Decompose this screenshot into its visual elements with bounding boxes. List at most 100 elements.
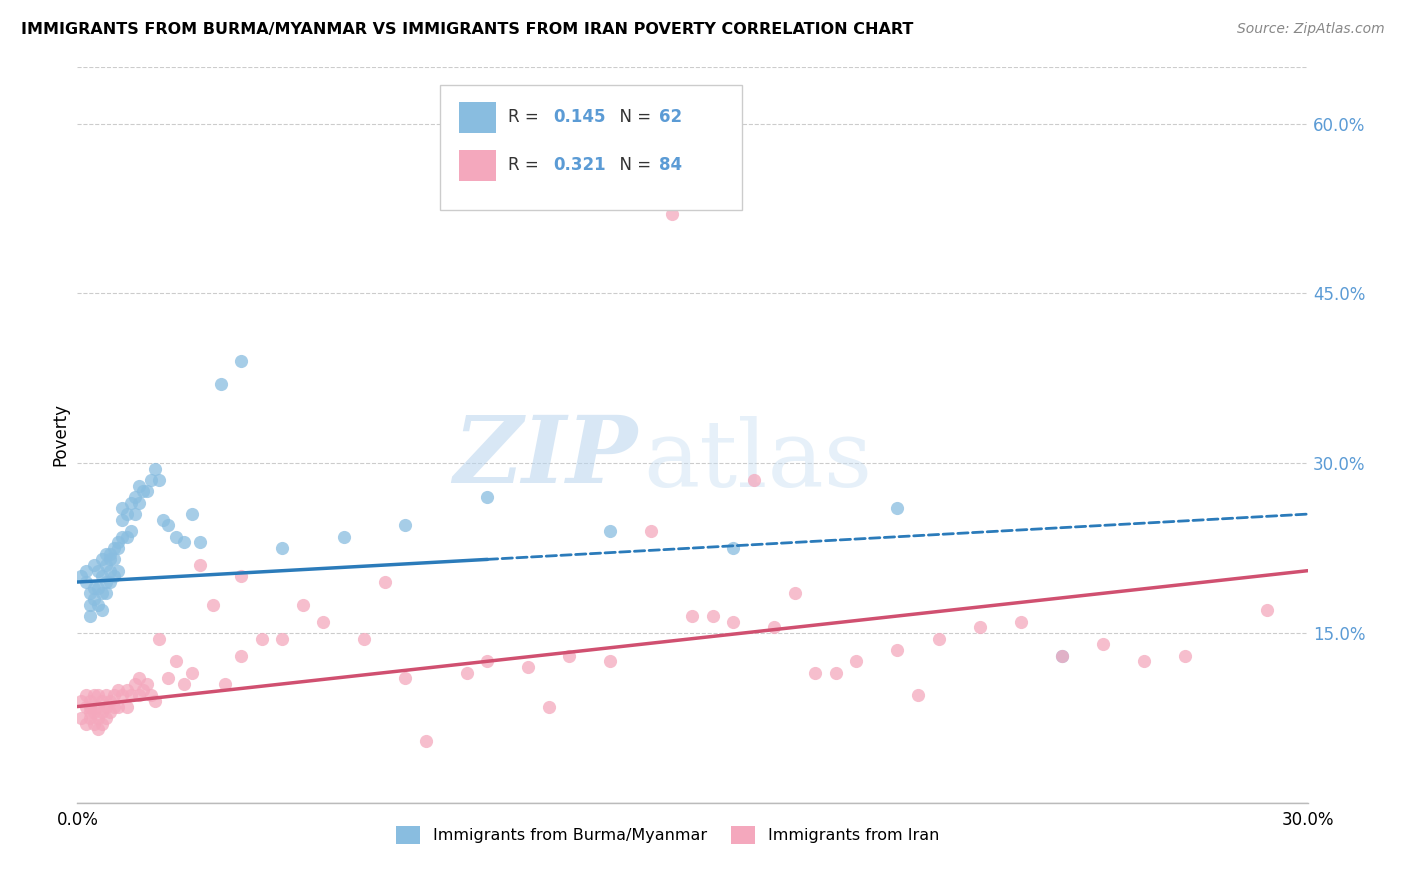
- Point: [103, 541, 125, 555]
- Point: [517, 660, 540, 674]
- Point: [374, 575, 396, 590]
- Point: [136, 484, 159, 499]
- Point: [415, 733, 437, 747]
- Point: [87, 711, 110, 725]
- Point: [83, 581, 105, 595]
- Point: [98, 694, 121, 708]
- Text: IMMIGRANTS FROM BURMA/MYANMAR VS IMMIGRANTS FROM IRAN POVERTY CORRELATION CHART: IMMIGRANTS FROM BURMA/MYANMAR VS IMMIGRA…: [21, 22, 914, 37]
- Point: [640, 524, 662, 538]
- Point: [231, 569, 253, 583]
- Point: [165, 654, 187, 668]
- Point: [537, 699, 560, 714]
- Point: [128, 479, 150, 493]
- Point: [90, 716, 114, 731]
- Point: [165, 530, 187, 544]
- Text: N =: N =: [609, 108, 657, 126]
- Point: [124, 490, 146, 504]
- Point: [886, 643, 908, 657]
- Point: [115, 682, 138, 697]
- Point: [124, 507, 146, 521]
- Point: [79, 705, 101, 719]
- Point: [103, 699, 125, 714]
- Point: [90, 705, 114, 719]
- Point: [173, 677, 195, 691]
- Text: Source: ZipAtlas.com: Source: ZipAtlas.com: [1237, 22, 1385, 37]
- Point: [723, 541, 745, 555]
- Point: [558, 648, 581, 663]
- Point: [107, 699, 129, 714]
- Point: [115, 507, 138, 521]
- Point: [79, 694, 101, 708]
- Point: [75, 688, 97, 702]
- Point: [75, 716, 97, 731]
- Point: [394, 518, 416, 533]
- Point: [128, 688, 150, 702]
- Point: [75, 564, 97, 578]
- Point: [173, 535, 195, 549]
- Point: [103, 569, 125, 583]
- Point: [90, 569, 114, 583]
- Point: [94, 711, 117, 725]
- Point: [143, 462, 166, 476]
- Text: R =: R =: [508, 156, 544, 174]
- Point: [83, 558, 105, 572]
- Point: [79, 609, 101, 624]
- Point: [83, 705, 105, 719]
- Point: [70, 569, 93, 583]
- Point: [141, 473, 163, 487]
- Point: [132, 484, 155, 499]
- Point: [188, 535, 212, 549]
- Point: [87, 564, 110, 578]
- Point: [103, 552, 125, 566]
- FancyBboxPatch shape: [440, 86, 742, 211]
- Point: [845, 654, 868, 668]
- Point: [353, 632, 375, 646]
- Point: [124, 677, 146, 691]
- Point: [107, 682, 129, 697]
- Point: [94, 575, 117, 590]
- Point: [87, 699, 110, 714]
- Point: [201, 598, 224, 612]
- Point: [111, 501, 134, 516]
- Point: [132, 682, 155, 697]
- Point: [70, 694, 93, 708]
- Point: [143, 694, 166, 708]
- Point: [1256, 603, 1278, 617]
- Point: [763, 620, 786, 634]
- Point: [94, 558, 117, 572]
- Point: [103, 688, 125, 702]
- Point: [115, 530, 138, 544]
- Point: [188, 558, 212, 572]
- Point: [87, 723, 110, 737]
- Point: [90, 603, 114, 617]
- Point: [120, 496, 142, 510]
- Point: [83, 688, 105, 702]
- Point: [599, 524, 621, 538]
- Point: [682, 609, 704, 624]
- Y-axis label: Poverty: Poverty: [51, 403, 69, 467]
- Point: [75, 699, 97, 714]
- Point: [107, 535, 129, 549]
- Point: [111, 688, 134, 702]
- FancyBboxPatch shape: [458, 103, 496, 133]
- Point: [333, 530, 356, 544]
- Point: [1050, 648, 1073, 663]
- Text: 0.145: 0.145: [554, 108, 606, 126]
- Point: [1091, 637, 1114, 651]
- Point: [477, 490, 499, 504]
- Text: N =: N =: [609, 156, 657, 174]
- Point: [291, 598, 314, 612]
- Point: [111, 513, 134, 527]
- Point: [181, 665, 204, 680]
- Point: [456, 665, 478, 680]
- Point: [87, 598, 110, 612]
- Point: [156, 671, 179, 685]
- Point: [886, 501, 908, 516]
- Point: [231, 648, 253, 663]
- Point: [141, 688, 163, 702]
- Point: [1132, 654, 1154, 668]
- Point: [98, 552, 121, 566]
- Text: atlas: atlas: [644, 416, 873, 506]
- Point: [83, 716, 105, 731]
- Point: [128, 496, 150, 510]
